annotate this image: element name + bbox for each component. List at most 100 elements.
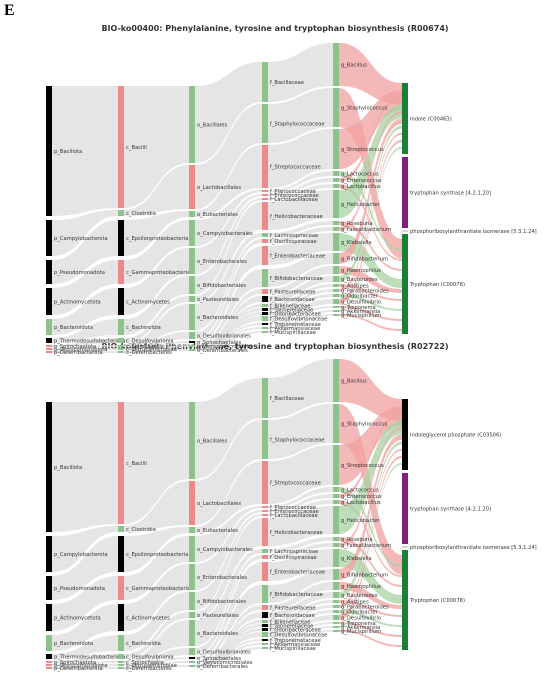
- order-label: o_Spirochaetales: [197, 656, 241, 662]
- target-label: phosphoribosylanthranilate isomerase [5.…: [410, 545, 537, 551]
- family-label: f_Helicobacteraceae: [270, 530, 323, 536]
- genus-node: [333, 171, 339, 176]
- phylum-node: [46, 576, 52, 600]
- family-node: [262, 312, 268, 315]
- genus-node: [333, 190, 339, 218]
- family-label: f_Bacteroidaceae: [270, 613, 315, 619]
- order-label: o_Bacteroidales: [197, 315, 238, 321]
- class-label: c_Epsilonproteobacteria: [126, 552, 188, 558]
- class-label: c_Epsilonproteobacteria: [126, 236, 188, 242]
- flow-genus-target-10: [339, 434, 402, 580]
- order-label: o_Lactobacillales: [197, 501, 241, 507]
- genus-node: [333, 178, 339, 182]
- family-node: [262, 289, 268, 294]
- order-label: o_Verrucomicrobiales: [197, 344, 253, 350]
- genus-node: [333, 88, 339, 127]
- genus-node: [333, 284, 339, 287]
- genus-node: [333, 276, 339, 282]
- class-node: [118, 536, 124, 572]
- flow-order-11: [195, 289, 262, 351]
- phylum-node: [46, 348, 52, 350]
- flow-genus-target-0: [339, 43, 402, 105]
- flow-family-1: [268, 404, 333, 459]
- family-node: [262, 327, 268, 329]
- class-label: c_Deferribacteres: [126, 666, 172, 672]
- family-node: [262, 145, 268, 188]
- genus-label: g_Odoribacter: [341, 610, 379, 616]
- order-node: [189, 564, 195, 590]
- flow-genus-target-7: [339, 537, 402, 587]
- target-label: Indoleglycerol phosphate (C03506): [410, 433, 501, 439]
- genus-node: [333, 129, 339, 169]
- order-node: [189, 665, 195, 667]
- flow-family-6: [268, 190, 333, 230]
- family-label: f_Mucispirillaceae: [270, 330, 316, 336]
- order-node: [189, 592, 195, 610]
- phylum-label: p_Actinomycetota: [54, 300, 101, 306]
- order-node: [189, 332, 195, 339]
- family-label: f_Bifidobacteriaceae: [270, 276, 323, 282]
- flow-family-18: [268, 310, 333, 329]
- order-label: o_Deferribacterales: [197, 664, 248, 670]
- flow-order-18: [195, 327, 262, 351]
- class-node: [118, 345, 124, 347]
- phylum-label: p_Thermodesulfobacteriota: [54, 339, 125, 345]
- family-label: f_Staphylococcaceae: [270, 438, 325, 444]
- genus-label: g_Klebsiella: [341, 240, 372, 246]
- family-label: f_Planococcaceae: [270, 505, 316, 511]
- flow-order-6: [195, 202, 262, 302]
- flow-class-7: [124, 304, 189, 347]
- family-node: [262, 639, 268, 641]
- phylum-label: p_Thermodesulfobacteriota: [54, 655, 125, 661]
- genus-label: g_Lactococcus: [341, 488, 379, 494]
- flow-genus-target-17: [339, 622, 402, 637]
- genus-label: g_Klebsiella: [341, 556, 372, 562]
- class-label: c_Gammaproteobacteria: [126, 270, 190, 276]
- flow-genus-target-15: [339, 294, 402, 311]
- genus-label: g_Treponema: [341, 621, 376, 627]
- flow-family-9: [268, 549, 333, 581]
- family-node: [262, 562, 268, 581]
- genus-label: g_Enterococcus: [341, 494, 382, 500]
- family-node: [262, 555, 268, 559]
- family-node: [262, 62, 268, 102]
- family-node: [262, 518, 268, 546]
- family-label: f_Mucispirillaceae: [270, 646, 316, 652]
- phylum-node: [46, 260, 52, 284]
- class-label: c_Bacteroidia: [126, 325, 161, 331]
- target-node: [402, 234, 408, 334]
- flow-order-3: [195, 506, 262, 562]
- flow-genus-target-14: [339, 448, 402, 608]
- order-node: [189, 345, 195, 347]
- order-label: o_Deferribacterales: [197, 348, 248, 354]
- genus-node: [333, 445, 339, 485]
- flow-family-14: [268, 605, 333, 627]
- genus-label: g_Desulfovibrio: [341, 300, 381, 306]
- order-label: o_Eubacteriales: [197, 212, 238, 218]
- class-node: [118, 664, 124, 666]
- genus-node: [333, 494, 339, 498]
- family-node: [262, 323, 268, 325]
- order-label: o_Pasteurellales: [197, 297, 239, 303]
- family-label: f_Rikenellaceae: [270, 620, 310, 626]
- family-node: [262, 239, 268, 243]
- class-node: [118, 220, 124, 256]
- flow-order-9: [195, 562, 262, 659]
- phylum-label: p_Bacteroidota: [54, 641, 93, 647]
- family-node: [262, 331, 268, 333]
- flow-genus-target-17: [339, 306, 402, 321]
- flow-family-3: [268, 487, 333, 508]
- order-node: [189, 657, 195, 659]
- flow-family-7: [268, 537, 333, 553]
- family-node: [262, 202, 268, 230]
- flow-phylum-2: [52, 536, 118, 600]
- flow-class-8: [124, 332, 189, 350]
- order-label: o_Spirochaetales: [197, 340, 241, 346]
- target-label: phosphoribosylanthranilate isomerase [5.…: [410, 229, 537, 235]
- class-label: c_Bacteroidia: [126, 641, 161, 647]
- genus-label: g_Bacillus: [341, 63, 367, 69]
- genus-label: g_Roseburia: [341, 537, 373, 543]
- flow-genus-target-0: [339, 359, 402, 421]
- target-node: [402, 83, 408, 154]
- flow-genus-target-4: [339, 413, 402, 498]
